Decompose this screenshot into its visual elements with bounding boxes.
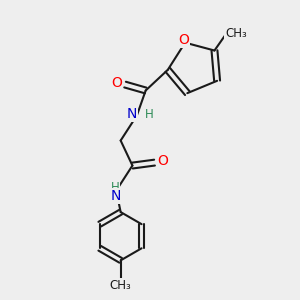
Text: N: N [126, 107, 137, 121]
Text: O: O [178, 33, 189, 47]
Text: O: O [157, 154, 168, 168]
Text: H: H [110, 181, 119, 194]
Text: H: H [145, 107, 154, 121]
Text: N: N [111, 189, 122, 203]
Text: O: O [111, 76, 122, 90]
Text: CH₃: CH₃ [110, 279, 131, 292]
Text: CH₃: CH₃ [225, 27, 247, 40]
